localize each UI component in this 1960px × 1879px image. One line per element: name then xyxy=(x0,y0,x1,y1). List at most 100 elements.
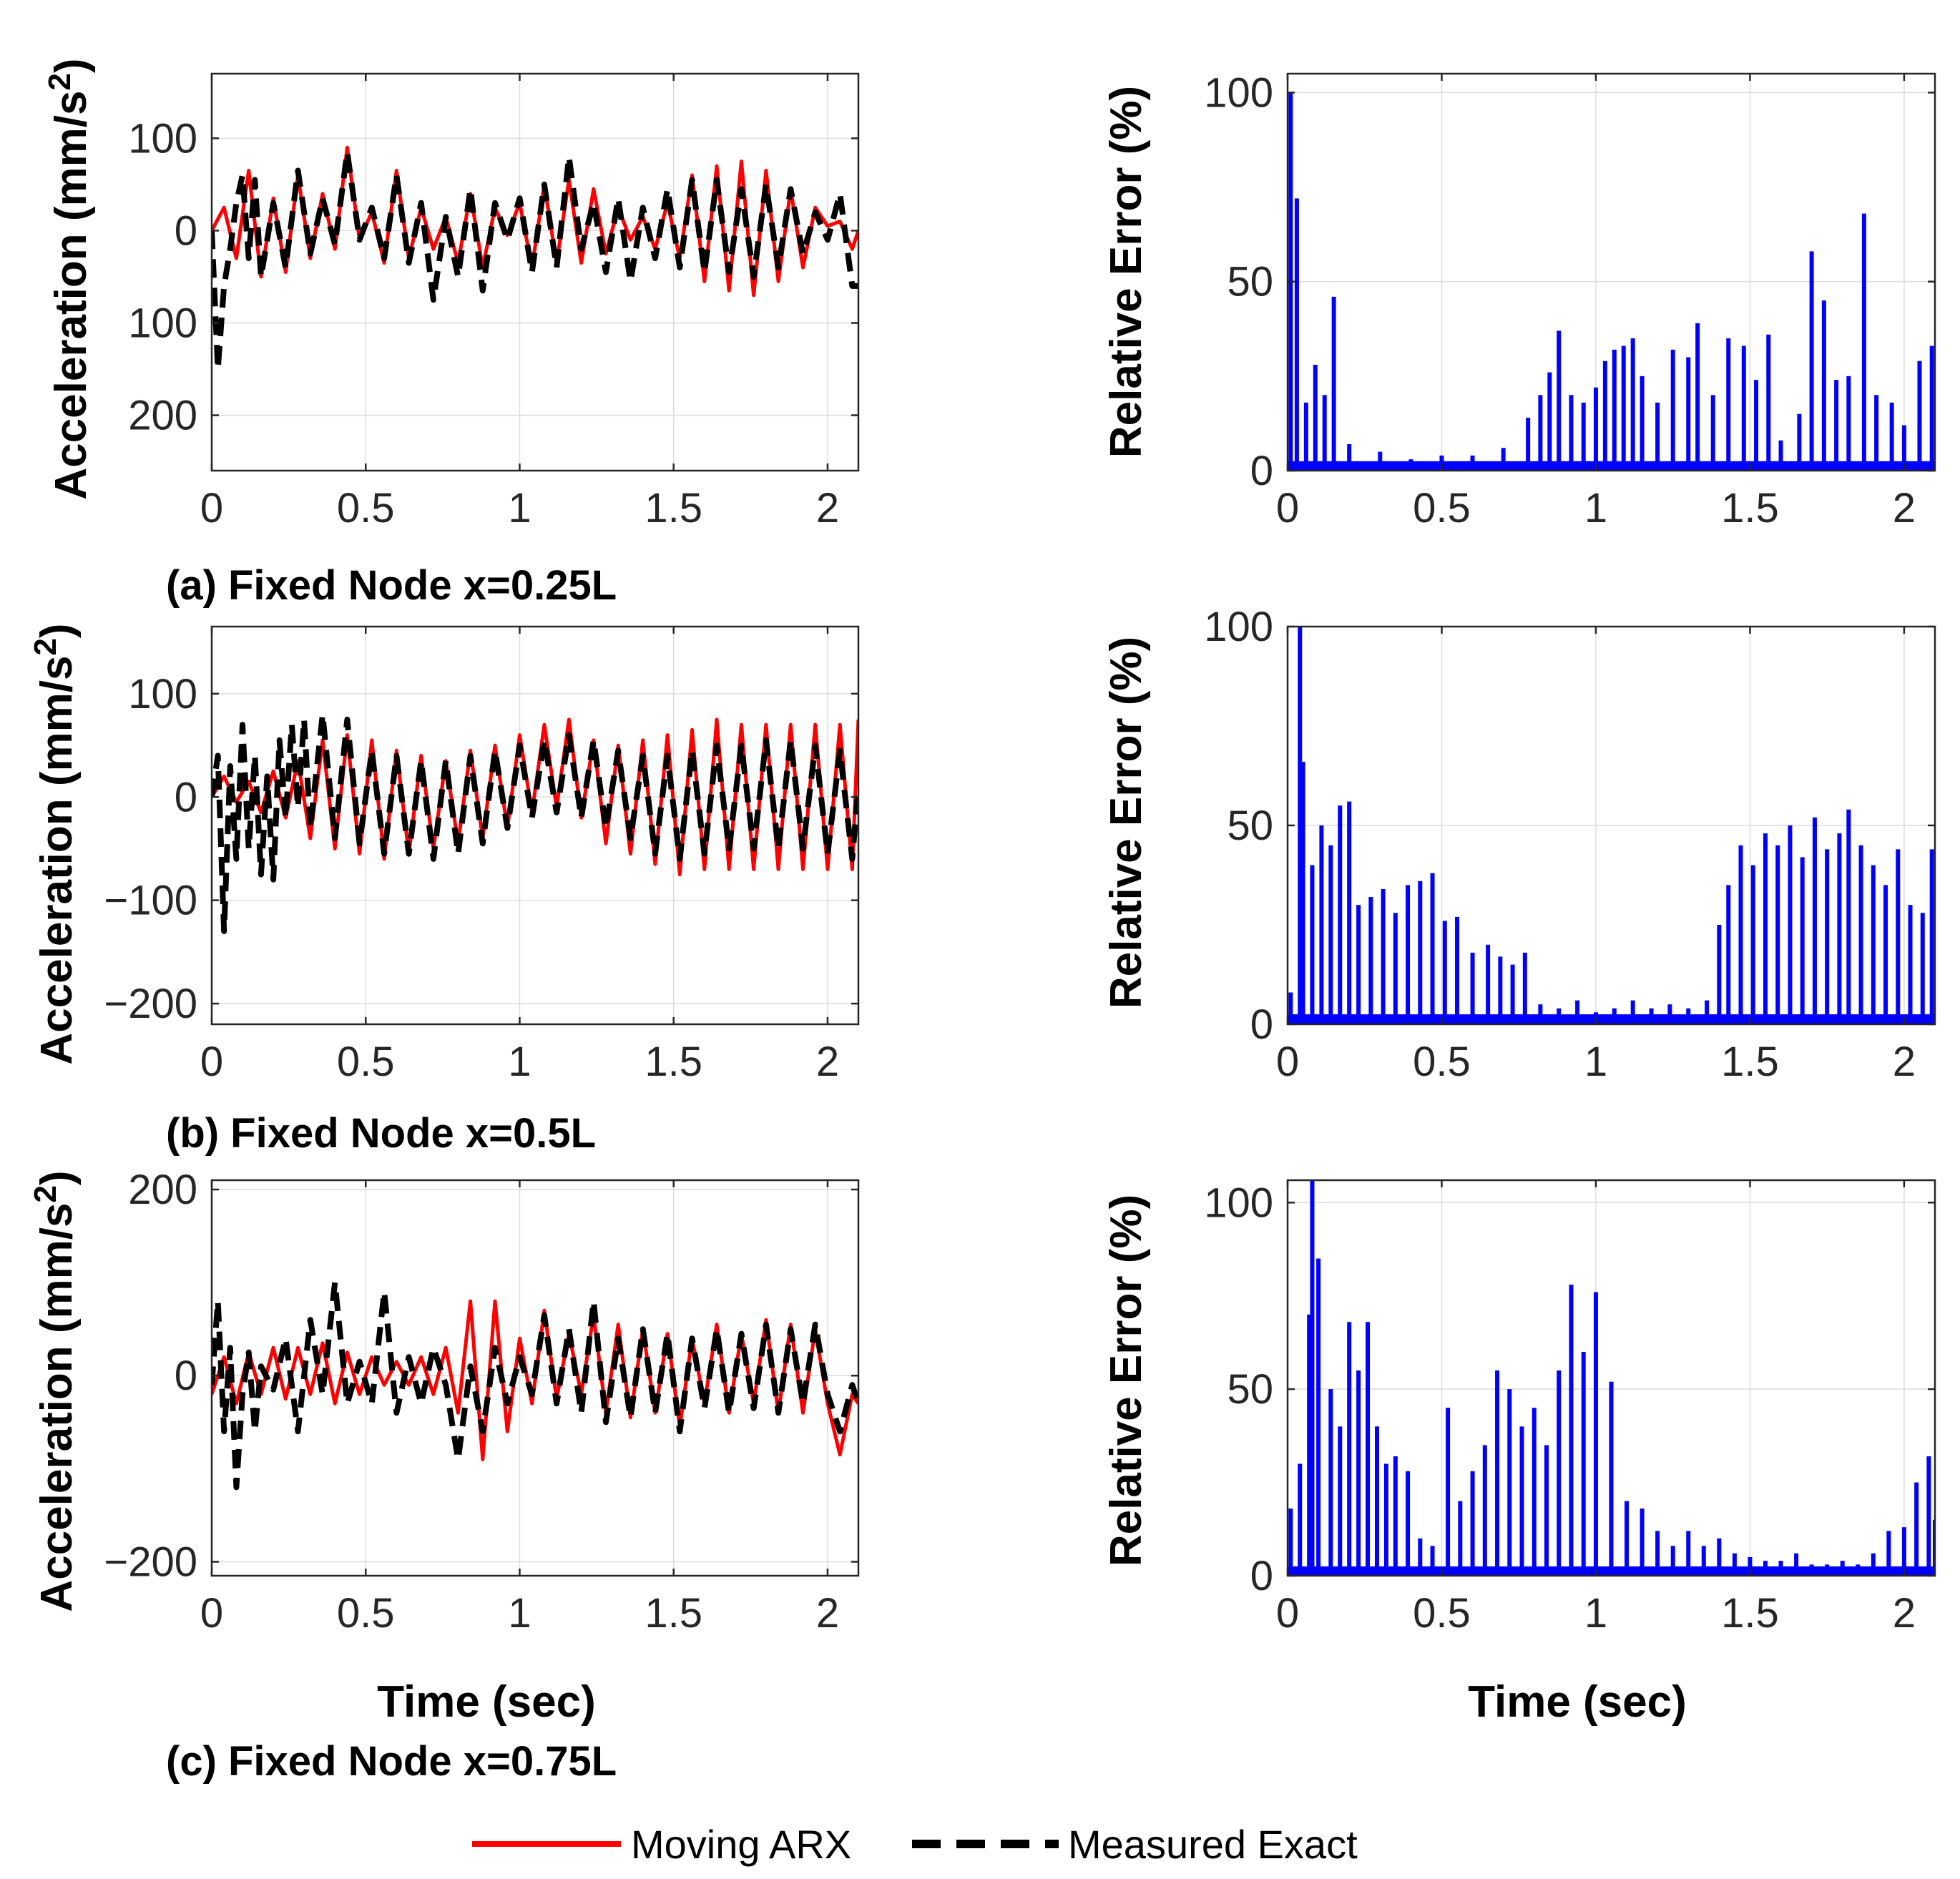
panel-b-caption: (b) Fixed Node x=0.5L xyxy=(166,1110,596,1157)
error-baseline xyxy=(1288,1014,1935,1024)
x-tick-label: 1.5 xyxy=(645,1039,702,1085)
error-bar xyxy=(1356,905,1361,1024)
panel-a-accel: 0 0.5 1 1.5 2 100 0 100 200 Acceleration (mm/s2)… xyxy=(42,58,860,609)
error-bar xyxy=(1495,1370,1500,1576)
error-bar xyxy=(1602,360,1607,471)
error-bar xyxy=(1368,897,1373,1024)
error-bar xyxy=(1455,916,1460,1024)
error-bar xyxy=(1825,849,1830,1024)
error-bar xyxy=(1788,825,1793,1024)
error-bar xyxy=(1581,402,1586,471)
legend-label-measured: Measured Exact xyxy=(1068,1822,1358,1867)
series-measured-exact xyxy=(212,1280,858,1491)
x-tick-label: 0 xyxy=(1276,1590,1299,1637)
x-tick-label: 2 xyxy=(1893,1039,1916,1085)
x-tick-label: 1.5 xyxy=(1721,485,1779,531)
panel-a-error: 0 0.5 1 1.5 2 0 50 100 Relative Error (%) xyxy=(1102,69,1936,531)
x-tick-label: 2 xyxy=(1893,485,1916,531)
axes-frame xyxy=(1286,72,1936,472)
error-bar xyxy=(1858,845,1863,1024)
error-bar xyxy=(1430,1546,1435,1576)
y-tick-label: 0 xyxy=(1250,1001,1273,1048)
axes-frame xyxy=(210,72,860,472)
x-tick-label: 1.5 xyxy=(645,485,702,531)
x-tick-label: 0 xyxy=(1276,485,1299,531)
error-bar xyxy=(1458,1501,1463,1576)
error-bar xyxy=(1929,849,1934,1024)
error-bar xyxy=(1710,395,1715,471)
legend: Moving ARX Measured Exact xyxy=(472,1822,1358,1867)
error-baseline xyxy=(1288,1566,1935,1576)
x-tick-label: 2 xyxy=(816,485,839,531)
x-tick-label: 0 xyxy=(200,485,223,531)
x-tick-label: 1 xyxy=(1584,485,1607,531)
error-bar xyxy=(1569,1285,1574,1576)
error-bar xyxy=(1569,395,1574,471)
error-bar xyxy=(1871,1553,1876,1576)
error-bar xyxy=(1929,345,1934,471)
y-tick-label: 50 xyxy=(1227,259,1273,305)
error-bar xyxy=(1726,885,1731,1024)
error-bar xyxy=(1846,809,1851,1024)
error-bar xyxy=(1640,376,1645,471)
error-bar xyxy=(1670,1546,1675,1576)
x-tick-label: 0.5 xyxy=(1413,485,1471,531)
y-tick-label: 0 xyxy=(1250,1553,1273,1599)
error-bar xyxy=(1778,440,1783,471)
error-bar xyxy=(1557,330,1562,471)
error-bar xyxy=(1347,801,1352,1024)
error-bar xyxy=(1298,1463,1303,1576)
plot-data xyxy=(1288,1180,1935,1576)
panel-b-error: 0 0.5 1 1.5 2 0 50 100 Relative Error (%) xyxy=(1102,604,1936,1085)
error-bar xyxy=(1366,1322,1371,1576)
error-bar xyxy=(1717,925,1722,1024)
x-tick-label: 1.5 xyxy=(645,1590,702,1637)
x-tick-label: 0 xyxy=(1276,1039,1299,1085)
panel-c-caption: (c) Fixed Node x=0.75L xyxy=(166,1738,617,1785)
x-tick-label: 2 xyxy=(1893,1590,1916,1637)
y-tick-label: 200 xyxy=(128,393,197,439)
error-bar xyxy=(1726,338,1731,471)
error-bar xyxy=(1322,395,1327,471)
error-bar xyxy=(1821,300,1826,471)
error-bar xyxy=(1846,376,1851,471)
error-bar xyxy=(1294,198,1299,471)
error-bar xyxy=(1901,1527,1906,1576)
error-bar xyxy=(1418,880,1423,1024)
y-tick-label: −100 xyxy=(104,878,197,924)
error-bar xyxy=(1630,338,1635,471)
error-bar xyxy=(1383,1463,1388,1576)
error-bar xyxy=(1316,1258,1321,1576)
error-bar xyxy=(1446,1408,1451,1576)
error-bar xyxy=(1794,1553,1799,1576)
error-bar xyxy=(1701,1546,1706,1576)
error-bar xyxy=(1470,1471,1475,1576)
error-bar xyxy=(1310,865,1315,1024)
error-bar xyxy=(1313,365,1318,471)
error-bar xyxy=(1300,762,1305,1024)
x-tick-label: 2 xyxy=(816,1590,839,1637)
error-bar xyxy=(1430,873,1435,1024)
error-bar xyxy=(1883,885,1888,1024)
y-tick-label: 50 xyxy=(1227,803,1273,849)
series-moving-arx xyxy=(212,1299,858,1461)
error-bar xyxy=(1717,1538,1722,1576)
error-bar xyxy=(1705,1000,1710,1024)
error-bar xyxy=(1319,825,1324,1024)
error-bar xyxy=(1655,402,1660,471)
series-measured-exact xyxy=(212,711,858,934)
error-bar xyxy=(1593,1292,1598,1576)
error-bar xyxy=(1328,845,1333,1024)
error-bar xyxy=(1406,885,1411,1024)
x-tick-label: 0.5 xyxy=(1413,1039,1471,1085)
error-bar xyxy=(1526,418,1531,471)
panel-a-caption: (a) Fixed Node x=0.25L xyxy=(166,562,617,609)
x-tick-label: 1 xyxy=(508,1590,531,1637)
error-bar xyxy=(1442,921,1447,1024)
error-bar xyxy=(1547,372,1552,471)
error-bar xyxy=(1418,1538,1423,1576)
error-bar xyxy=(1288,992,1293,1024)
panel-a-error-ylabel: Relative Error (%) xyxy=(1102,86,1151,458)
y-tick-label: 100 xyxy=(1204,604,1273,650)
